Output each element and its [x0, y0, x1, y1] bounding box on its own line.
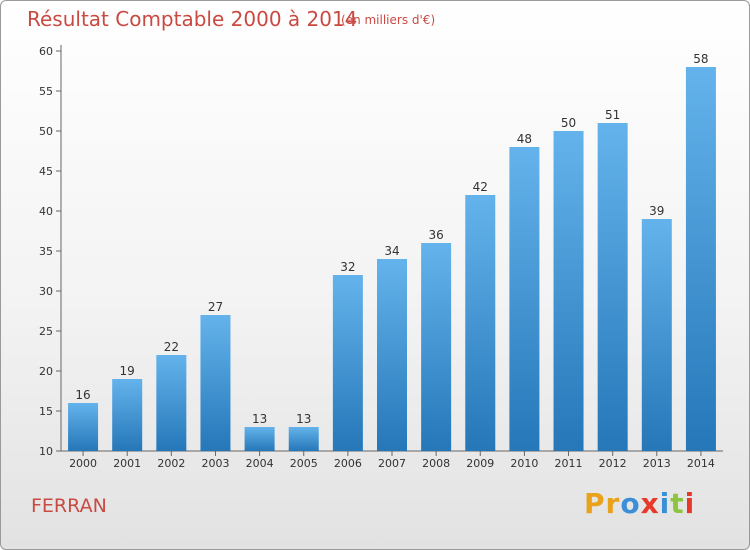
- data-label-2013: 39: [649, 204, 664, 218]
- data-label-2008: 36: [428, 228, 443, 242]
- data-label-2006: 32: [340, 260, 355, 274]
- data-label-2010: 48: [517, 132, 532, 146]
- x-tick-label: 2001: [113, 457, 141, 470]
- data-label-2011: 50: [561, 116, 576, 130]
- x-tick-label: 2000: [69, 457, 97, 470]
- x-tick-label: 2009: [466, 457, 494, 470]
- data-label-2000: 16: [75, 388, 90, 402]
- bar-2000: [68, 403, 99, 451]
- y-tick-label: 20: [39, 365, 53, 378]
- y-tick-label: 45: [39, 165, 53, 178]
- y-tick-label: 35: [39, 245, 53, 258]
- y-tick-label: 50: [39, 125, 53, 138]
- proxiti-logo[interactable]: Proxiti: [584, 487, 695, 520]
- x-tick-label: 2002: [157, 457, 185, 470]
- x-tick-label: 2014: [687, 457, 715, 470]
- x-tick-label: 2011: [555, 457, 583, 470]
- y-tick-label: 40: [39, 205, 53, 218]
- x-tick-label: 2006: [334, 457, 362, 470]
- logo-letter: t: [670, 487, 685, 520]
- data-label-2002: 22: [164, 340, 179, 354]
- bar-2014: [685, 67, 716, 451]
- bar-2010: [509, 147, 540, 451]
- y-tick-label: 10: [39, 445, 53, 458]
- data-label-2003: 27: [208, 300, 223, 314]
- x-tick-label: 2013: [643, 457, 671, 470]
- data-label-2004: 13: [252, 412, 267, 426]
- bar-2002: [156, 355, 187, 451]
- logo-letter: i: [659, 487, 671, 520]
- logo-letter: i: [684, 487, 696, 520]
- data-label-2005: 13: [296, 412, 311, 426]
- x-tick-label: 2012: [599, 457, 627, 470]
- y-tick-label: 60: [39, 45, 53, 58]
- x-tick-label: 2007: [378, 457, 406, 470]
- data-label-2012: 51: [605, 108, 620, 122]
- y-tick-label: 25: [39, 325, 53, 338]
- commune-name: FERRAN: [31, 495, 107, 517]
- bar-2012: [597, 123, 628, 451]
- x-tick-label: 2003: [201, 457, 229, 470]
- logo-letter: o: [620, 487, 641, 520]
- data-label-2007: 34: [384, 244, 399, 258]
- y-tick-label: 15: [39, 405, 53, 418]
- x-tick-label: 2010: [510, 457, 538, 470]
- logo-letter: r: [605, 487, 621, 520]
- bar-2005: [288, 427, 319, 451]
- y-tick-label: 55: [39, 85, 53, 98]
- bar-2009: [465, 195, 496, 451]
- bar-2003: [200, 315, 231, 451]
- data-label-2009: 42: [473, 180, 488, 194]
- x-tick-label: 2008: [422, 457, 450, 470]
- x-tick-label: 2004: [246, 457, 274, 470]
- x-tick-label: 2005: [290, 457, 318, 470]
- bar-2011: [553, 131, 584, 451]
- bar-2006: [332, 275, 363, 451]
- bar-2013: [641, 219, 672, 451]
- data-label-2001: 19: [120, 364, 135, 378]
- logo-letter: x: [640, 487, 660, 520]
- chart-title: Résultat Comptable 2000 à 2014: [27, 7, 358, 31]
- bar-2004: [244, 427, 275, 451]
- chart-subtitle: (en milliers d'€): [341, 13, 436, 27]
- bar-2001: [112, 379, 143, 451]
- bar-2007: [377, 259, 407, 451]
- data-label-2014: 58: [693, 52, 708, 66]
- bar-2008: [421, 243, 452, 451]
- logo-letter: P: [584, 487, 606, 520]
- y-tick-label: 30: [39, 285, 53, 298]
